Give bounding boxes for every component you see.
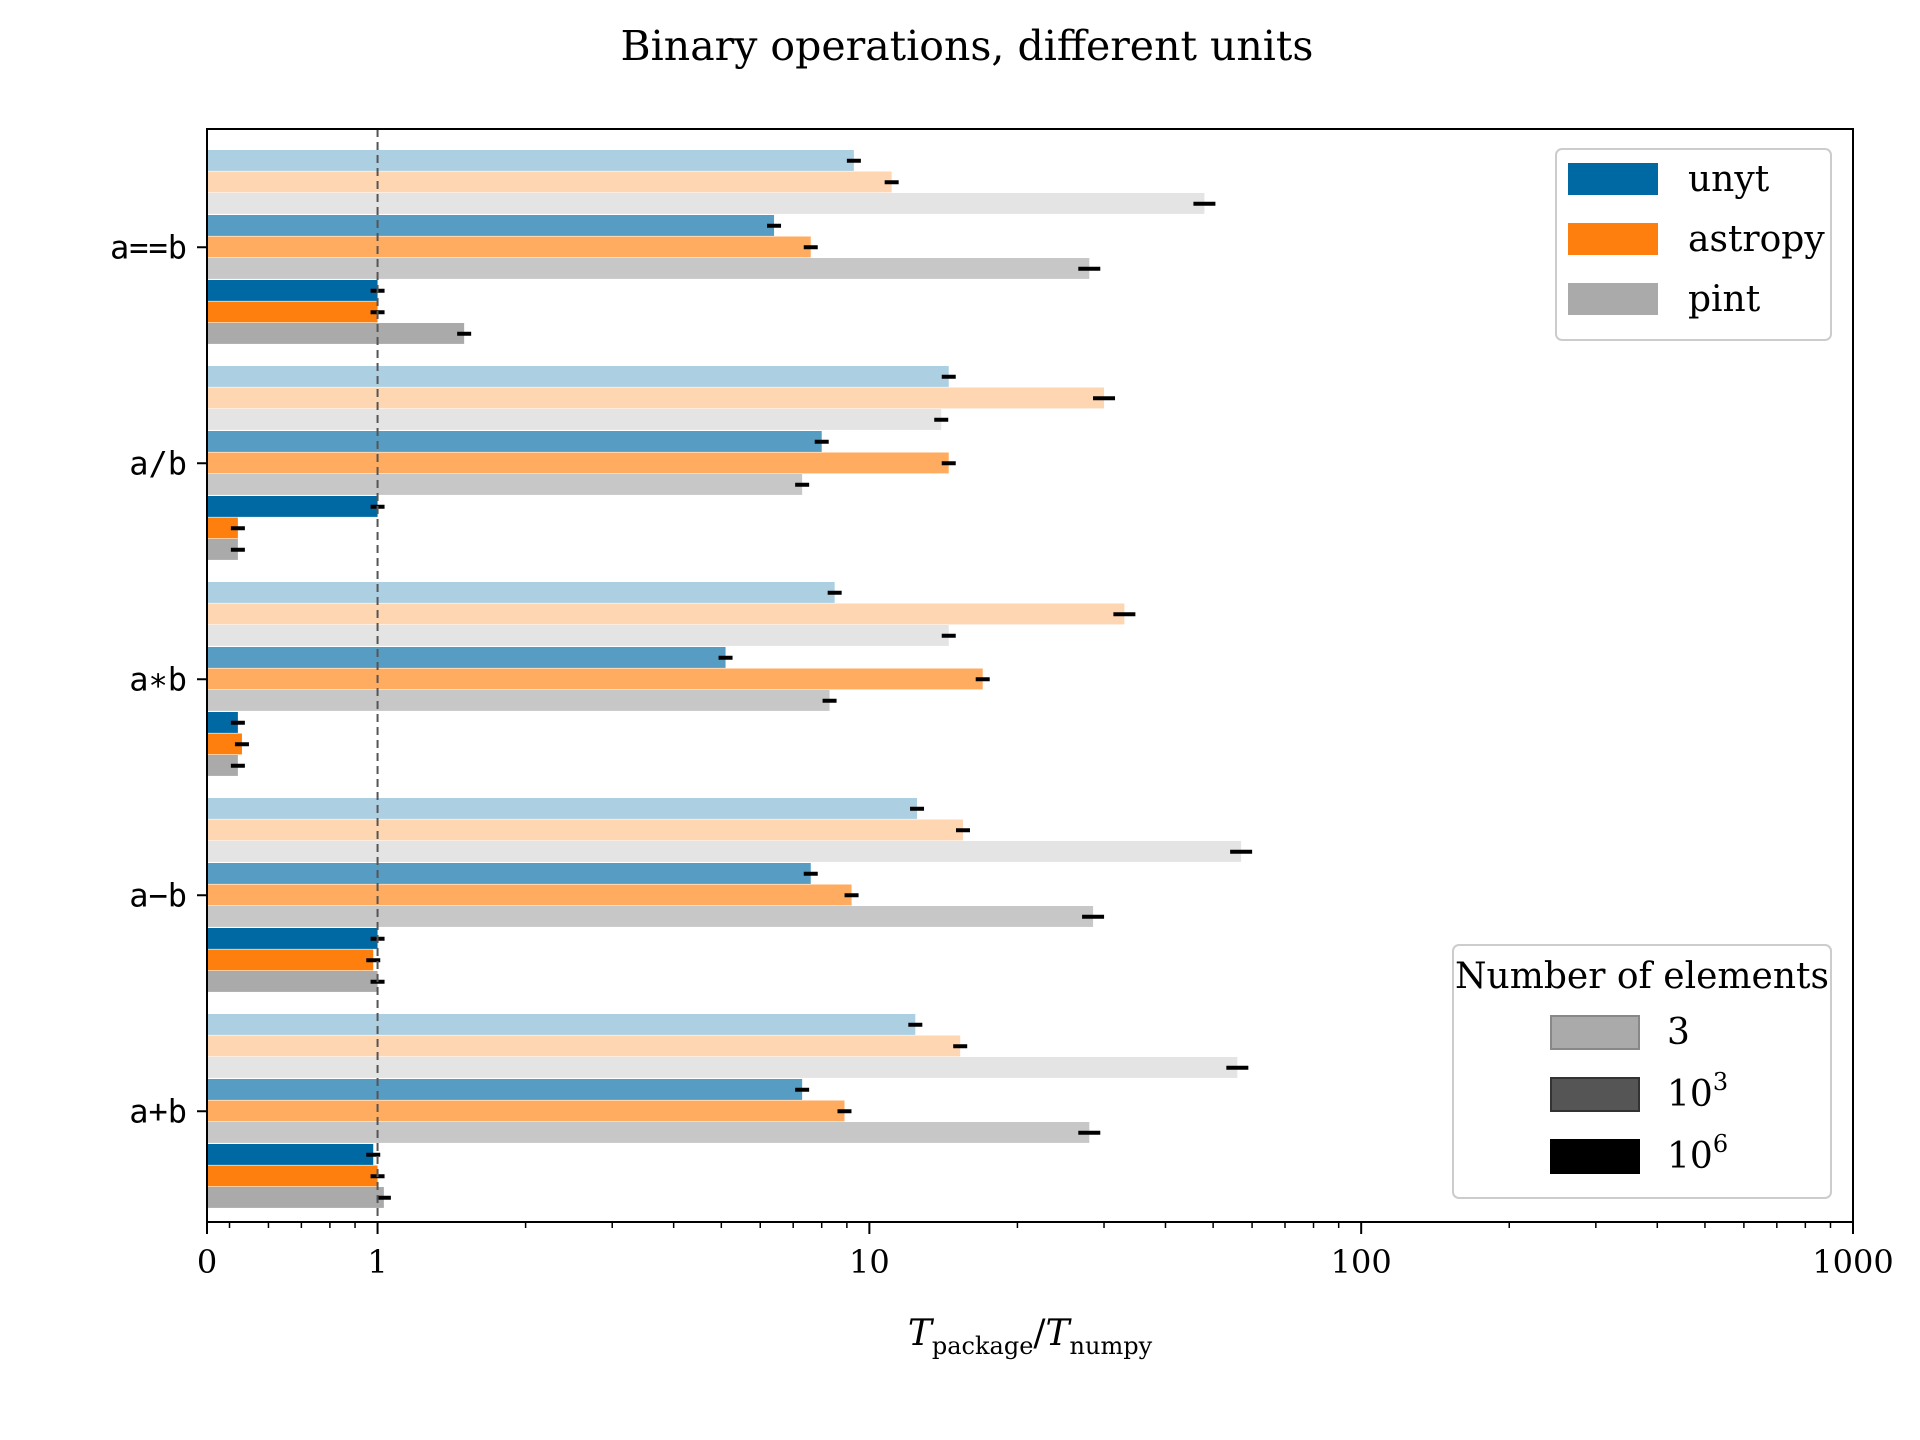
bar-asubb-3-pint xyxy=(207,841,1242,862)
bar-asubb-10e3-unyt xyxy=(207,863,811,884)
bar-adivb-10e3-astropy xyxy=(207,452,949,474)
x-tick-label: 100 xyxy=(1331,1243,1392,1281)
plot-frame xyxy=(206,128,1854,1223)
legend-size-swatch-2 xyxy=(1550,1139,1640,1174)
x-axis-label-t2: T xyxy=(1046,1313,1073,1354)
x-axis-label: Tpackage/Tnumpy xyxy=(908,1313,1153,1360)
bar-amulb-10e6-unyt xyxy=(207,712,238,733)
legend-packages: unyt astropy pint xyxy=(1555,148,1832,341)
legend-label-pint: pint xyxy=(1688,279,1761,320)
x-axis-ticks xyxy=(206,1222,1854,1234)
legend-sizes-box xyxy=(1452,944,1832,1199)
bar-amulb-3-unyt xyxy=(207,582,835,603)
bar-aaddb-3-astropy xyxy=(207,1035,961,1057)
x-axis-label-t1: T xyxy=(908,1313,935,1354)
bar-aaddb-3-pint xyxy=(207,1057,1238,1078)
bar-amulb-10e6-astropy xyxy=(207,733,242,755)
bar-aaddb-10e3-unyt xyxy=(207,1079,803,1100)
bar-amulb-3-pint xyxy=(207,625,949,646)
legend-label-astropy: astropy xyxy=(1688,219,1825,260)
bar-adivb-10e6-astropy xyxy=(207,517,238,539)
bar-asubb-10e3-pint xyxy=(207,906,1094,927)
bar-amulb-10e3-unyt xyxy=(207,647,726,668)
bar-asubb-10e6-unyt xyxy=(207,928,378,949)
bar-adivb-10e6-pint xyxy=(207,539,238,560)
chart-title: Binary operations, different units xyxy=(621,22,1314,70)
bar-adivb-10e6-unyt xyxy=(207,496,378,517)
legend-swatch-pint xyxy=(1568,283,1658,315)
bar-adivb-3-pint xyxy=(207,409,942,430)
bar-aeqb-10e6-unyt xyxy=(207,280,378,301)
bar-amulb-10e3-astropy xyxy=(207,668,983,690)
legend-sizes-title: Number of elements xyxy=(1455,956,1829,997)
bar-asubb-3-unyt xyxy=(207,798,918,819)
bar-adivb-3-astropy xyxy=(207,387,1105,409)
x-axis-tick-labels: 0 1 10 100 1000 xyxy=(197,1243,1894,1281)
bar-asubb-3-astropy xyxy=(207,819,963,841)
legend-size-swatch-0 xyxy=(1550,1015,1640,1050)
bar-aaddb-10e6-pint xyxy=(207,1187,384,1208)
error-bars-layer xyxy=(230,158,1253,1200)
bar-adivb-10e3-unyt xyxy=(207,431,822,452)
legend-swatch-astropy xyxy=(1568,223,1658,255)
x-tick-label: 10 xyxy=(849,1243,890,1281)
bar-aeqb-10e3-pint xyxy=(207,258,1090,279)
x-tick-label: 0 xyxy=(197,1243,217,1281)
y-label-aeqb: a==b xyxy=(110,228,187,266)
bar-amulb-3-astropy xyxy=(207,603,1125,625)
y-axis-category-labels: a==b a/b a∗b a−b a+b xyxy=(110,228,207,1130)
bar-amulb-10e3-pint xyxy=(207,690,830,711)
y-label-amulb: a∗b xyxy=(129,660,187,698)
bar-aeqb-10e3-astropy xyxy=(207,236,811,258)
bar-aeqb-3-astropy xyxy=(207,171,892,193)
x-axis-label-num-sub: package xyxy=(932,1332,1034,1360)
x-axis-label-den-sub: numpy xyxy=(1070,1332,1153,1360)
x-axis-label-slash: / xyxy=(1033,1313,1046,1354)
legend-sizes: Number of elements 3 103 106 xyxy=(1452,944,1832,1199)
legend-size-swatch-1 xyxy=(1550,1077,1640,1112)
bar-aaddb-10e6-astropy xyxy=(207,1165,378,1187)
legend-label-unyt: unyt xyxy=(1688,159,1770,200)
bar-aaddb-10e3-astropy xyxy=(207,1100,845,1122)
y-label-adivb: a/b xyxy=(129,444,187,482)
bar-adivb-3-unyt xyxy=(207,366,949,387)
y-label-asubb: a−b xyxy=(129,876,187,914)
bar-aeqb-3-unyt xyxy=(207,150,854,171)
y-label-aaddb: a+b xyxy=(129,1092,187,1130)
bar-asubb-10e6-pint xyxy=(207,971,378,992)
bar-aeqb-10e6-pint xyxy=(207,323,465,344)
bar-asubb-10e3-astropy xyxy=(207,884,852,906)
x-tick-label: 1000 xyxy=(1812,1243,1893,1281)
bar-adivb-10e3-pint xyxy=(207,474,803,495)
legend-size-label-0: 3 xyxy=(1667,1012,1690,1053)
legend-size-label-2: 106 xyxy=(1667,1130,1728,1177)
bar-aeqb-10e6-astropy xyxy=(207,301,378,323)
bars-layer xyxy=(207,150,1242,1208)
bar-amulb-10e6-pint xyxy=(207,755,238,776)
bar-aeqb-10e3-unyt xyxy=(207,215,775,236)
bar-aaddb-10e6-unyt xyxy=(207,1144,374,1165)
bar-aaddb-3-unyt xyxy=(207,1014,916,1035)
x-tick-label: 1 xyxy=(367,1243,387,1281)
legend-packages-entries: unyt astropy pint xyxy=(1568,159,1825,320)
bar-asubb-10e6-astropy xyxy=(207,949,374,971)
bar-aaddb-10e3-pint xyxy=(207,1122,1090,1143)
bar-aeqb-3-pint xyxy=(207,193,1205,214)
legend-sizes-entries: 3 103 106 xyxy=(1550,1012,1728,1177)
legend-swatch-unyt xyxy=(1568,163,1658,195)
legend-size-label-1: 103 xyxy=(1667,1068,1728,1115)
